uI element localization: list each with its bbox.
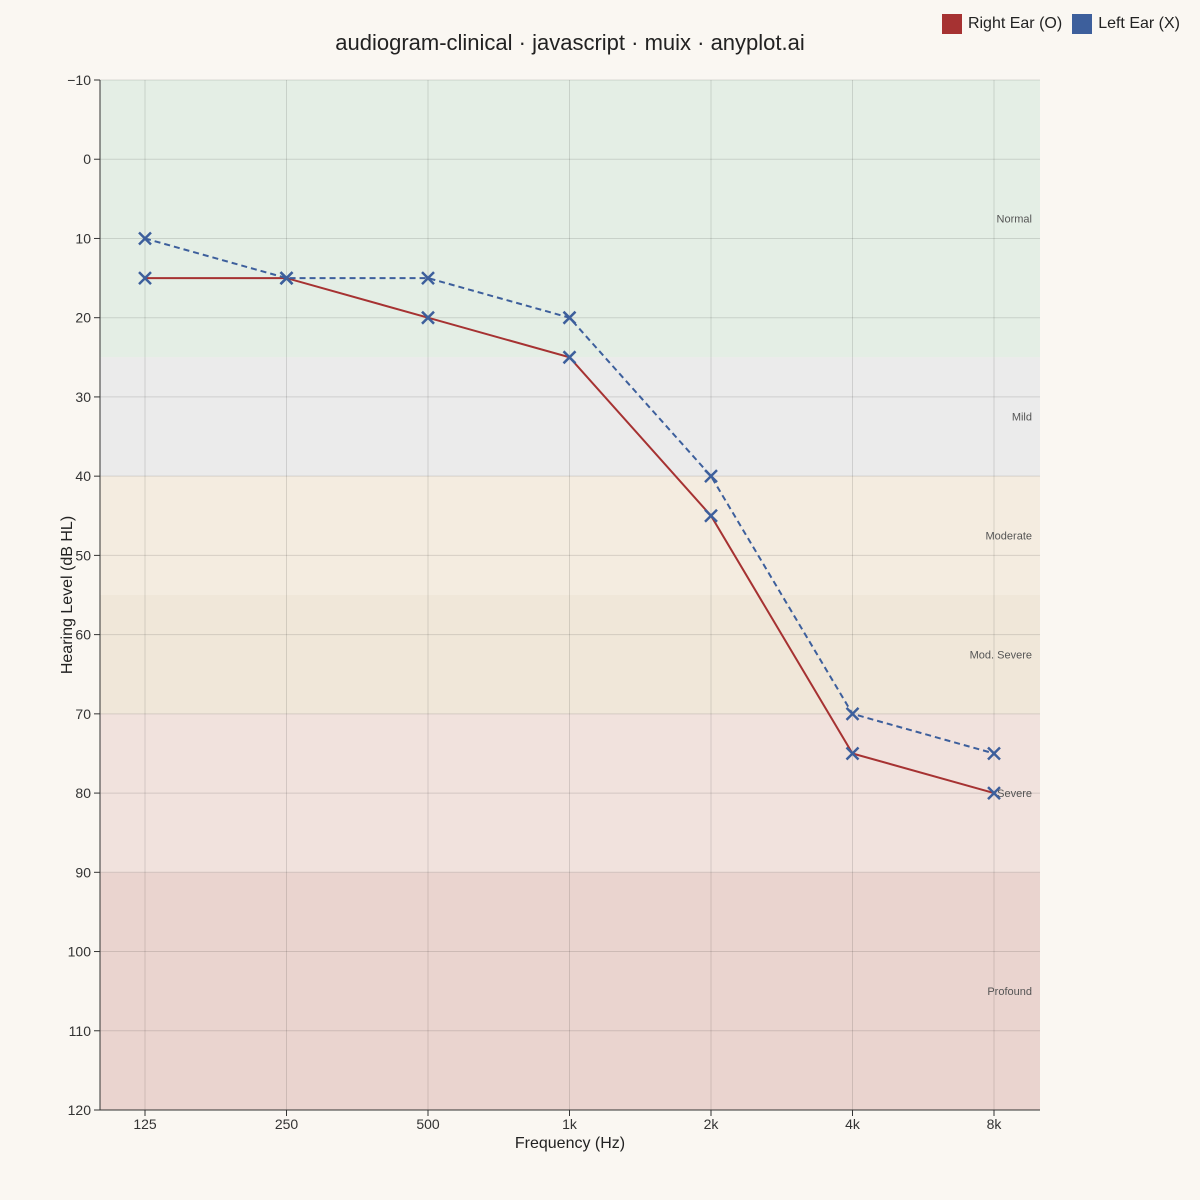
y-tick-label: 100 [68, 944, 92, 960]
data-point-right-ear [421, 310, 435, 325]
band-label: Normal [997, 214, 1032, 226]
data-point-left-ear [845, 706, 860, 721]
severity-bands: Normal Mild Moderate Mod. Severe Severe Profo… [100, 80, 1040, 1110]
marker-x-stroke [138, 271, 152, 285]
data-point-left-ear [562, 310, 577, 325]
marker-x-stroke [279, 271, 294, 285]
y-axis-label: Hearing Level (dB HL) [59, 516, 76, 674]
band-mod-severe [100, 595, 1040, 714]
chart-title: audiogram-clinical · javascript · muix ·… [335, 30, 805, 55]
data-point-left-ear [421, 271, 435, 285]
y-tick-label: 0 [83, 151, 91, 167]
y-tick-label: 50 [75, 547, 91, 563]
legend-swatch-right-ear [941, 14, 962, 34]
marker-x-stroke [704, 508, 718, 523]
y-tick-label: 10 [75, 230, 91, 246]
y-tick-label: 60 [75, 627, 91, 643]
band-severe [100, 713, 1040, 873]
y-tick-label: 20 [75, 310, 91, 326]
data-point-left-ear [138, 231, 152, 246]
y-tick-label: 70 [75, 706, 91, 722]
x-tick-label: 2k [704, 1116, 720, 1132]
x-tick-label: 125 [133, 1116, 157, 1132]
band-label: Mod. Severe [970, 649, 1032, 661]
legend-item-right-ear: Right Ear (O) [941, 14, 1063, 34]
legend-swatch-left-ear [1072, 14, 1093, 34]
band-label: Moderate [986, 531, 1032, 543]
y-tick-label: −10 [67, 72, 91, 88]
data-point-left-ear [279, 271, 294, 285]
grid-lines [100, 79, 1040, 1111]
band-label: Severe [997, 788, 1032, 800]
marker-x-stroke [987, 786, 1001, 800]
y-tick-label: 80 [75, 785, 91, 801]
legend-label-right-ear: Right Ear (O) [967, 15, 1063, 32]
marker-x-stroke [562, 310, 577, 325]
data-point-right-ear [562, 350, 577, 365]
x-axis-label: Frequency (Hz) [515, 1135, 625, 1152]
marker-x-stroke [987, 746, 1001, 761]
series-lines [138, 231, 1001, 800]
marker-x-stroke [138, 231, 152, 246]
x-tick-label: 8k [987, 1116, 1003, 1132]
data-point-right-ear [987, 786, 1001, 800]
marker-x-stroke [421, 271, 435, 285]
x-tick-label: 250 [275, 1116, 299, 1132]
band-profound [100, 872, 1040, 1110]
band-mild [100, 357, 1040, 477]
marker-x-stroke [845, 746, 860, 761]
data-point-right-ear [704, 508, 718, 523]
band-label: Mild [1012, 412, 1032, 424]
legend: Right Ear (O) Left Ear (X) [941, 14, 1180, 34]
y-tick-label: 90 [75, 864, 91, 880]
y-tick-label: 30 [75, 389, 91, 405]
band-normal [100, 80, 1040, 358]
marker-x-stroke [421, 310, 435, 325]
x-tick-label: 4k [845, 1116, 861, 1132]
legend-item-left-ear: Left Ear (X) [1072, 14, 1180, 34]
legend-label-left-ear: Left Ear (X) [1098, 15, 1180, 32]
y-tick-label: 120 [68, 1102, 92, 1118]
marker-x-stroke [845, 706, 860, 721]
band-moderate [100, 476, 1040, 595]
marker-x-stroke [562, 350, 577, 365]
y-tick-label: 110 [69, 1023, 92, 1039]
band-label: Profound [987, 986, 1032, 998]
y-tick-label: 40 [75, 468, 91, 484]
data-point-left-ear [987, 746, 1001, 761]
axes: −10 0 10 20 30 40 50 60 70 80 90 100 110 120 125 250 500… [67, 72, 1040, 1132]
data-point-right-ear [845, 746, 860, 761]
marker-x-stroke [704, 469, 718, 484]
x-tick-label: 1k [562, 1116, 578, 1132]
data-point-right-ear [138, 271, 152, 285]
data-point-left-ear [704, 469, 718, 484]
x-tick-label: 500 [416, 1116, 440, 1132]
